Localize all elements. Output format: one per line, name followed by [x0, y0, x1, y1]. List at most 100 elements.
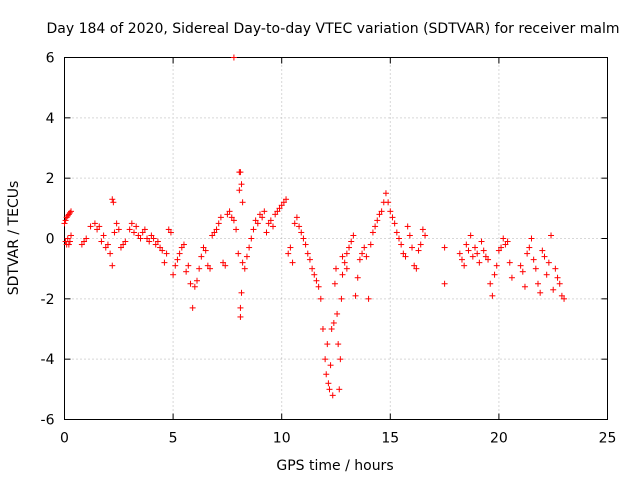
- data-point: [327, 362, 334, 369]
- data-point: [341, 259, 348, 266]
- data-points: [61, 54, 568, 399]
- data-point: [217, 214, 224, 221]
- data-point: [458, 256, 465, 263]
- data-point: [300, 235, 307, 242]
- data-point: [287, 244, 294, 251]
- data-point: [541, 253, 548, 260]
- data-point: [354, 274, 361, 281]
- data-point: [111, 229, 118, 236]
- data-point: [144, 235, 151, 242]
- data-point: [152, 241, 159, 248]
- data-point: [94, 226, 101, 233]
- data-point: [278, 202, 285, 209]
- data-point: [135, 232, 142, 239]
- data-point: [417, 241, 424, 248]
- data-point: [226, 208, 233, 215]
- data-point: [185, 262, 192, 269]
- data-point: [556, 280, 563, 287]
- data-point: [283, 196, 290, 203]
- data-point: [398, 241, 405, 248]
- data-point: [178, 244, 185, 251]
- data-point: [102, 244, 109, 251]
- data-point: [350, 232, 357, 239]
- data-point: [478, 238, 485, 245]
- data-point: [422, 232, 429, 239]
- data-point: [235, 250, 242, 257]
- data-point: [395, 235, 402, 242]
- data-point: [474, 250, 481, 257]
- data-point: [128, 220, 135, 227]
- data-point: [204, 262, 211, 269]
- data-point: [415, 247, 422, 254]
- data-point: [561, 295, 568, 302]
- data-point: [276, 205, 283, 212]
- data-point: [133, 223, 140, 230]
- data-point: [472, 244, 479, 251]
- data-point: [469, 253, 476, 260]
- data-point: [504, 238, 511, 245]
- data-point: [359, 250, 366, 257]
- data-point: [256, 211, 263, 218]
- data-point: [146, 238, 153, 245]
- data-point: [239, 259, 246, 266]
- data-point: [382, 190, 389, 197]
- axis-ticks: 0 5 10 15 20 25 -6 -4 -2 0 2 4 6: [41, 51, 617, 447]
- data-point: [159, 247, 166, 254]
- data-point: [539, 247, 546, 254]
- data-point: [534, 280, 541, 287]
- data-point: [374, 217, 381, 224]
- data-point: [330, 319, 337, 326]
- data-point: [191, 283, 198, 290]
- data-point: [172, 262, 179, 269]
- data-point: [491, 271, 498, 278]
- data-point: [467, 232, 474, 239]
- data-point: [413, 265, 420, 272]
- grid-lines: [64, 57, 608, 420]
- data-point: [385, 199, 392, 206]
- data-point: [183, 268, 190, 275]
- data-point: [387, 208, 394, 215]
- data-point: [100, 232, 107, 239]
- data-point: [558, 292, 565, 299]
- data-point: [463, 241, 470, 248]
- data-point: [487, 280, 494, 287]
- data-point: [87, 223, 94, 230]
- data-point: [104, 241, 111, 248]
- data-point: [537, 289, 544, 296]
- data-point: [180, 241, 187, 248]
- data-point: [485, 256, 492, 263]
- data-point: [322, 356, 329, 363]
- data-point: [337, 356, 344, 363]
- data-point: [252, 217, 259, 224]
- data-point: [236, 187, 243, 194]
- data-point: [137, 235, 144, 242]
- data-point: [139, 229, 146, 236]
- data-point: [521, 283, 528, 290]
- x-tick-label: 25: [599, 431, 617, 447]
- data-point: [361, 244, 368, 251]
- y-tick-label: 0: [46, 232, 55, 248]
- data-point: [400, 250, 407, 257]
- data-point: [196, 265, 203, 272]
- data-point: [352, 292, 359, 299]
- data-point: [465, 247, 472, 254]
- data-point: [265, 220, 272, 227]
- data-point: [346, 244, 353, 251]
- data-point: [68, 208, 75, 215]
- data-point: [238, 289, 245, 296]
- data-point: [304, 250, 311, 257]
- data-point: [489, 292, 496, 299]
- data-point: [272, 211, 279, 218]
- data-point: [198, 253, 205, 260]
- data-point: [461, 262, 468, 269]
- data-point: [163, 250, 170, 257]
- data-point: [280, 199, 287, 206]
- data-point: [319, 326, 326, 332]
- data-point: [543, 271, 550, 278]
- data-point: [237, 313, 244, 320]
- data-point: [113, 220, 120, 227]
- data-point: [202, 247, 209, 254]
- data-point: [532, 265, 539, 272]
- data-point: [328, 326, 335, 332]
- data-point: [329, 392, 336, 399]
